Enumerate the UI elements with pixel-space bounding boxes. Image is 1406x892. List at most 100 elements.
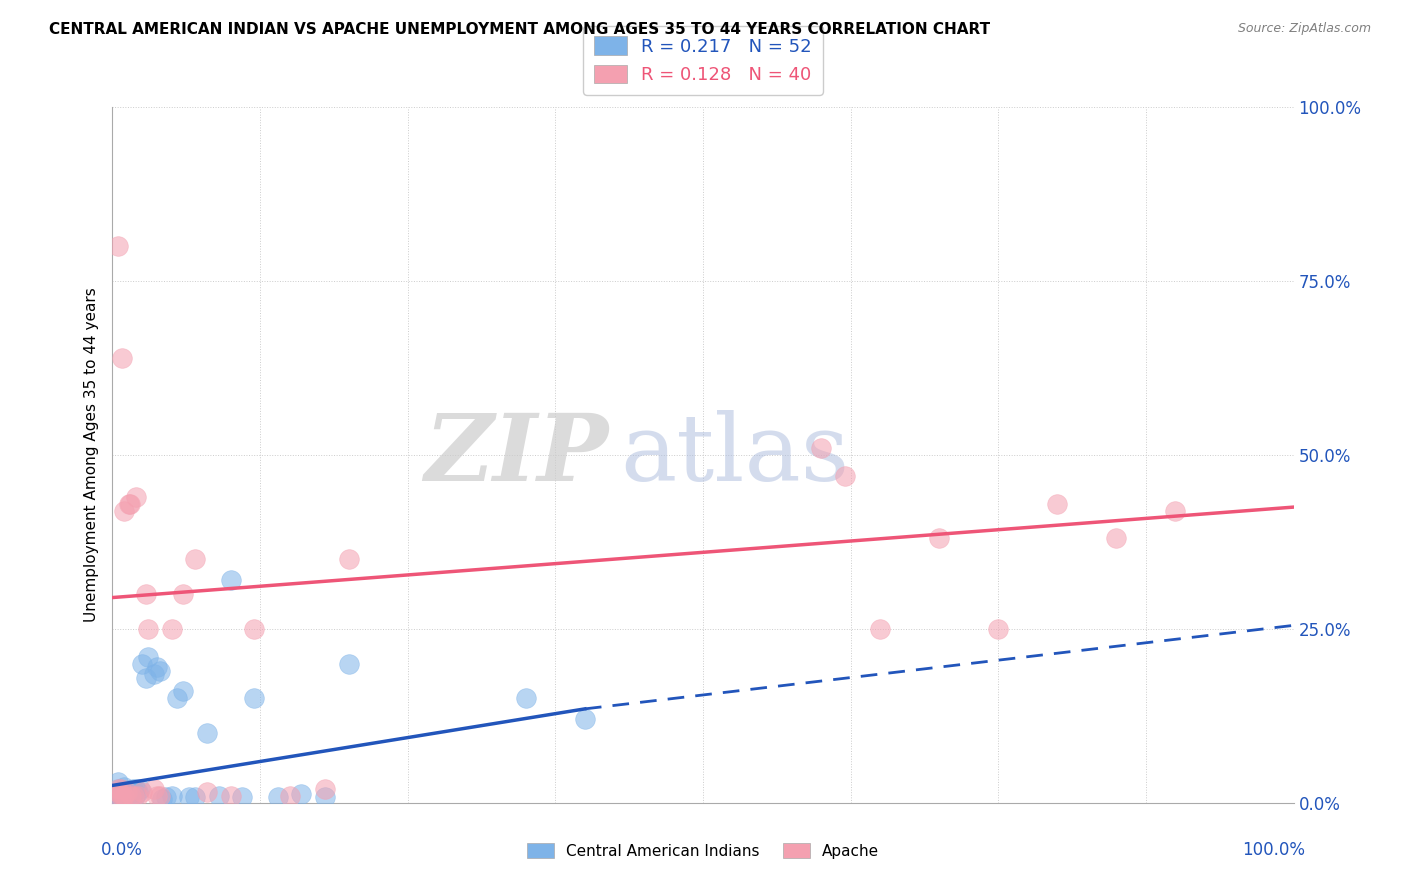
Point [112,789,135,803]
Point [142,781,165,796]
Point [243,691,266,706]
Point [127,789,149,803]
Point [195,785,218,799]
Point [515,691,537,706]
Point [219,573,242,587]
Point [208,789,231,803]
Point [149,664,172,678]
Y-axis label: Unemployment Among Ages 35 to 44 years: Unemployment Among Ages 35 to 44 years [83,287,98,623]
Point [110,792,132,806]
Point [115,790,138,805]
Point [107,789,129,803]
Point [110,783,132,797]
Point [122,789,145,803]
Point [107,785,129,799]
Point [125,781,148,796]
Point [118,497,141,511]
Point [120,789,142,803]
Point [135,587,157,601]
Point [184,790,207,805]
Point [131,785,153,799]
Point [107,239,129,253]
Text: 100.0%: 100.0% [1243,841,1305,859]
Point [115,785,138,799]
Point [150,792,173,806]
Point [110,788,132,802]
Point [290,788,312,802]
Point [574,712,596,726]
Text: 0.0%: 0.0% [101,841,142,859]
Point [810,441,832,455]
Point [120,789,142,803]
Point [195,726,218,740]
Point [121,781,143,796]
Point [869,622,891,636]
Point [107,781,129,796]
Point [112,792,135,806]
Point [337,552,360,566]
Point [142,667,165,681]
Point [172,587,194,601]
Point [179,790,201,805]
Point [107,789,129,803]
Point [160,789,183,803]
Point [243,622,266,636]
Point [112,792,135,806]
Point [120,497,142,511]
Point [120,785,142,799]
Point [112,788,135,802]
Point [122,785,145,799]
Point [111,790,134,805]
Legend: Central American Indians, Apache: Central American Indians, Apache [520,837,886,864]
Point [160,622,183,636]
Point [117,789,139,803]
Text: ZIP: ZIP [425,410,609,500]
Text: atlas: atlas [620,410,849,500]
Point [111,792,134,806]
Point [146,660,169,674]
Point [1105,532,1128,546]
Point [184,552,207,566]
Point [110,789,132,803]
Point [115,785,138,799]
Point [112,789,135,803]
Point [128,781,150,796]
Point [112,789,135,803]
Point [127,785,149,799]
Point [267,790,290,805]
Point [124,789,146,803]
Text: Source: ZipAtlas.com: Source: ZipAtlas.com [1237,22,1371,36]
Point [136,649,159,664]
Point [314,781,336,796]
Point [107,775,129,789]
Point [107,781,129,796]
Point [987,622,1010,636]
Point [110,781,132,796]
Point [166,691,188,706]
Point [125,490,148,504]
Point [928,532,950,546]
Point [278,789,301,803]
Point [107,785,129,799]
Point [135,671,157,685]
Point [112,503,135,517]
Point [111,351,134,365]
Point [146,789,169,803]
Point [155,790,177,805]
Point [1164,503,1187,517]
Point [1046,497,1069,511]
Point [118,783,141,797]
Point [149,789,172,803]
Point [131,657,153,671]
Text: CENTRAL AMERICAN INDIAN VS APACHE UNEMPLOYMENT AMONG AGES 35 TO 44 YEARS CORRELA: CENTRAL AMERICAN INDIAN VS APACHE UNEMPL… [49,22,990,37]
Point [337,657,360,671]
Point [231,790,253,805]
Point [314,790,336,805]
Point [136,622,159,636]
Point [112,785,135,799]
Point [112,780,135,795]
Point [834,468,856,483]
Point [172,684,194,698]
Point [219,789,242,803]
Point [107,792,129,806]
